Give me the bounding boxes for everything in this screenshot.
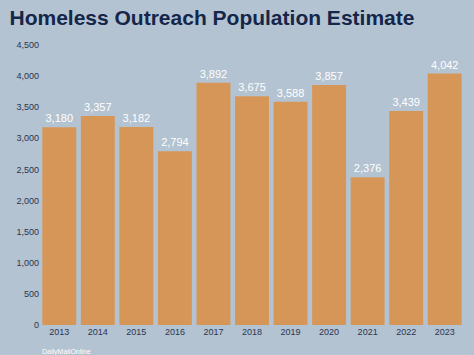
svg-text:4,000: 4,000 xyxy=(16,71,39,81)
svg-text:2,794: 2,794 xyxy=(161,136,189,148)
svg-text:2016: 2016 xyxy=(165,327,185,337)
svg-text:3,180: 3,180 xyxy=(46,112,74,124)
svg-text:2,500: 2,500 xyxy=(16,165,39,175)
svg-text:2018: 2018 xyxy=(242,327,262,337)
svg-text:2014: 2014 xyxy=(88,327,108,337)
svg-text:4,042: 4,042 xyxy=(431,59,459,71)
svg-text:3,588: 3,588 xyxy=(277,87,305,99)
svg-text:2015: 2015 xyxy=(126,327,146,337)
svg-text:Homeless Outreach Population E: Homeless Outreach Population Estimate xyxy=(9,6,414,29)
svg-text:2022: 2022 xyxy=(396,327,416,337)
svg-text:2,376: 2,376 xyxy=(354,162,382,174)
svg-text:2,000: 2,000 xyxy=(16,196,39,206)
svg-text:2020: 2020 xyxy=(319,327,339,337)
svg-text:3,675: 3,675 xyxy=(238,81,266,93)
svg-text:2017: 2017 xyxy=(203,327,223,337)
svg-text:2013: 2013 xyxy=(49,327,69,337)
svg-text:2019: 2019 xyxy=(281,327,301,337)
svg-text:3,857: 3,857 xyxy=(315,70,343,82)
svg-text:DailyMailOnline: DailyMailOnline xyxy=(42,348,91,355)
svg-text:500: 500 xyxy=(24,289,39,299)
svg-text:4,500: 4,500 xyxy=(16,40,39,50)
svg-text:3,439: 3,439 xyxy=(392,96,420,108)
svg-text:2023: 2023 xyxy=(435,327,455,337)
svg-text:1,500: 1,500 xyxy=(16,227,39,237)
svg-text:1,000: 1,000 xyxy=(16,258,39,268)
svg-text:3,357: 3,357 xyxy=(84,101,112,113)
svg-text:2021: 2021 xyxy=(358,327,378,337)
svg-text:3,892: 3,892 xyxy=(200,68,228,80)
svg-text:3,182: 3,182 xyxy=(123,112,151,124)
svg-text:3,500: 3,500 xyxy=(16,102,39,112)
svg-text:3,000: 3,000 xyxy=(16,133,39,143)
svg-text:0: 0 xyxy=(34,320,39,330)
